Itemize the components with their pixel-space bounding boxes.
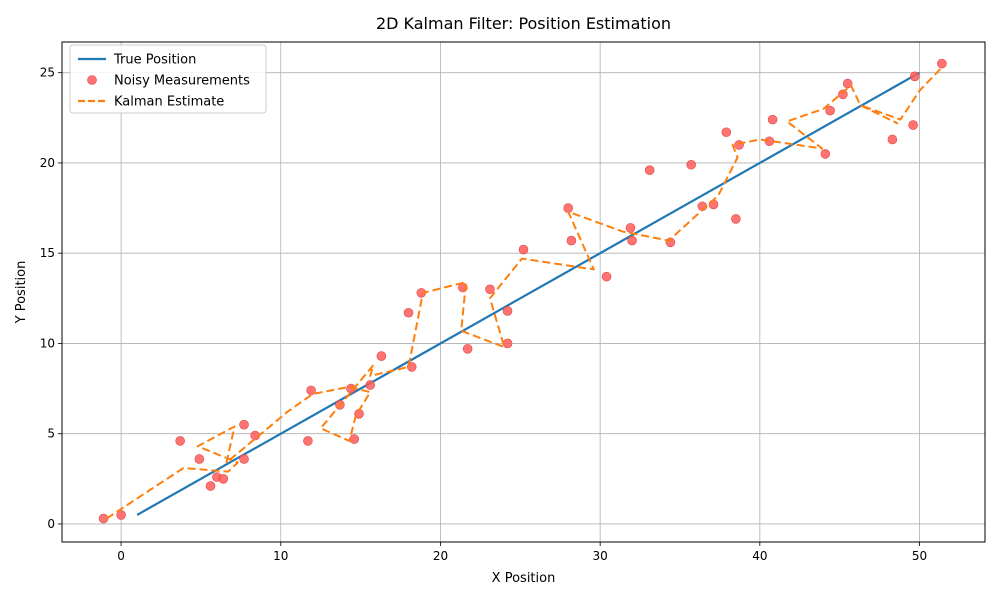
measurement-point: [625, 223, 636, 233]
measurement-point: [218, 474, 229, 484]
measurement-point: [205, 481, 216, 491]
measurement-point: [376, 351, 387, 361]
x-tick-label: 50: [912, 549, 927, 563]
measurement-point: [239, 454, 249, 464]
measurement-point: [909, 71, 920, 82]
measurement-point: [566, 235, 577, 246]
measurement-point: [462, 344, 473, 354]
kalman-estimate-line: [106, 68, 942, 520]
legend-label: Kalman Estimate: [114, 95, 224, 110]
y-tick-label: 5: [47, 427, 55, 441]
y-tick-label: 0: [47, 517, 55, 531]
y-axis-label: Y Position: [14, 261, 29, 325]
y-tick-label: 25: [40, 66, 55, 80]
x-axis-label: X Position: [492, 571, 556, 586]
measurement-point: [194, 454, 205, 464]
ticks: 0 10 20 30 40 50 0 5 10 15 20 25: [40, 66, 927, 563]
measurement-point: [734, 140, 744, 150]
x-tick-label: 0: [117, 549, 125, 563]
y-tick-label: 10: [40, 336, 55, 350]
measurement-point: [627, 235, 637, 246]
x-tick-label: 20: [433, 549, 448, 563]
measurement-point: [838, 89, 848, 100]
measurement-point: [116, 510, 126, 520]
measurement-point: [518, 244, 529, 255]
measurement-point: [644, 165, 655, 175]
measurement-point: [349, 434, 360, 444]
measurement-point: [842, 78, 853, 89]
true-position-line: [136, 71, 921, 516]
x-tick-label: 10: [273, 549, 288, 563]
legend-noisy-measurements: Noisy Measurements: [87, 74, 250, 89]
measurement-point: [731, 214, 741, 224]
measurement-point: [601, 271, 612, 282]
measurement-point: [820, 149, 831, 159]
grid: [62, 42, 985, 542]
legend-kalman-estimate: Kalman Estimate: [78, 95, 224, 110]
y-tick-label: 20: [40, 156, 55, 170]
y-tick-label: 15: [40, 246, 55, 260]
measurement-point: [175, 436, 185, 446]
measurement-point: [403, 307, 414, 318]
legend-label: True Position: [113, 53, 196, 68]
legend-marker: [87, 75, 97, 85]
measurement-point: [887, 134, 898, 145]
measurement-point: [502, 338, 513, 349]
measurement-point: [98, 513, 109, 524]
legend: True Position Noisy Measurements Kalman Es…: [69, 44, 267, 114]
measurement-point: [686, 159, 696, 170]
legend-label: Noisy Measurements: [114, 74, 250, 89]
measurement-point: [502, 306, 513, 316]
legend-true-position: True Position: [78, 53, 196, 68]
measurement-point: [485, 284, 495, 295]
chart-title: 2D Kalman Filter: Position Estimation: [376, 14, 671, 33]
measurement-point: [721, 127, 732, 138]
measurement-point: [825, 105, 835, 116]
plot-frame: [61, 41, 986, 543]
measurement-point: [937, 58, 947, 69]
measurement-point: [767, 114, 778, 125]
measurement-point: [306, 385, 316, 396]
measurement-point: [239, 419, 249, 430]
x-tick-label: 30: [593, 549, 608, 563]
measurement-point: [365, 380, 375, 390]
legend-box: [69, 44, 267, 114]
measurement-point: [303, 436, 313, 446]
series-layer: [98, 58, 947, 524]
measurement-point: [908, 120, 918, 130]
x-tick-label: 40: [752, 549, 767, 563]
